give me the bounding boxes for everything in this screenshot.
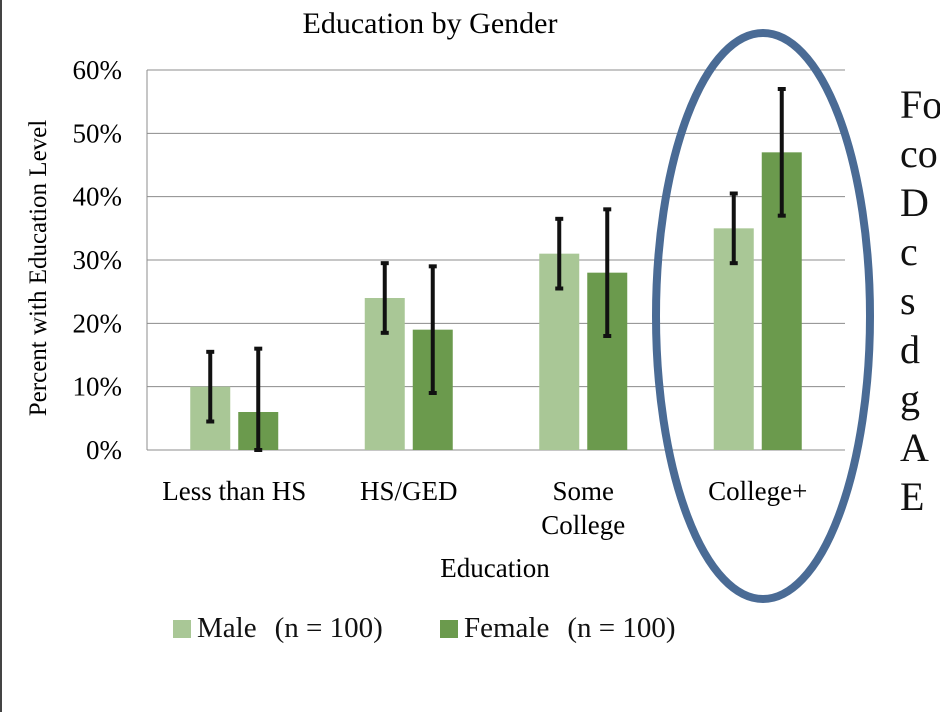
y-tick-label: 20% — [73, 308, 123, 338]
x-tick-label: College+ — [708, 476, 807, 506]
bar-male — [713, 228, 754, 450]
legend-count-female: (n = 100) — [567, 612, 676, 644]
side-text-line: s — [900, 278, 916, 323]
y-axis-ticks: 0% 10% 20% 30% 40% 50% 60% — [73, 55, 123, 465]
y-tick-label: 10% — [73, 372, 123, 402]
y-tick-label: 50% — [73, 118, 123, 148]
y-axis-label: Percent with Education Level — [25, 120, 52, 416]
slide-side-text: Fo co D c s d g A E — [900, 80, 940, 521]
y-tick-label: 0% — [86, 435, 122, 465]
x-tick-label-line: College — [541, 510, 625, 540]
slide-left-border — [0, 0, 2, 712]
side-text-line: A — [900, 425, 929, 470]
legend-count-male: (n = 100) — [274, 612, 383, 644]
legend-label-male: Male — [197, 612, 257, 644]
side-text-line: Fo — [900, 82, 940, 127]
y-tick-label: 30% — [73, 245, 123, 275]
legend-swatch-female — [440, 619, 458, 638]
side-text-line: D — [900, 180, 929, 225]
side-text-line: E — [900, 474, 925, 519]
x-tick-label-line: Some — [552, 476, 614, 506]
legend-label-female: Female — [464, 612, 550, 644]
side-text-line: c — [900, 229, 918, 274]
x-tick-label: Less than HS — [162, 476, 306, 506]
y-tick-label: 60% — [73, 55, 123, 85]
x-tick-label: Some College — [541, 476, 625, 540]
chart-title: Education by Gender — [303, 7, 558, 40]
x-tick-label: HS/GED — [360, 476, 458, 506]
side-text-line: d — [900, 327, 920, 372]
y-tick-label: 40% — [73, 182, 123, 212]
side-text-line: g — [900, 376, 920, 421]
side-text-line: co — [900, 131, 938, 176]
legend-swatch-male — [173, 619, 191, 638]
x-axis-ticks: Less than HS HS/GED Some College College+ — [162, 476, 807, 540]
error-bars — [206, 87, 786, 452]
legend-item-female: Female (n = 100) — [440, 612, 676, 645]
highlight-ellipse — [652, 29, 874, 603]
legend-item-male: Male (n = 100) — [173, 612, 383, 645]
x-axis-label: Education — [440, 553, 550, 583]
